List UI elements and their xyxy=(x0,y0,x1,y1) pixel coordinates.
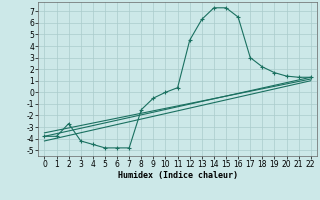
X-axis label: Humidex (Indice chaleur): Humidex (Indice chaleur) xyxy=(118,171,238,180)
